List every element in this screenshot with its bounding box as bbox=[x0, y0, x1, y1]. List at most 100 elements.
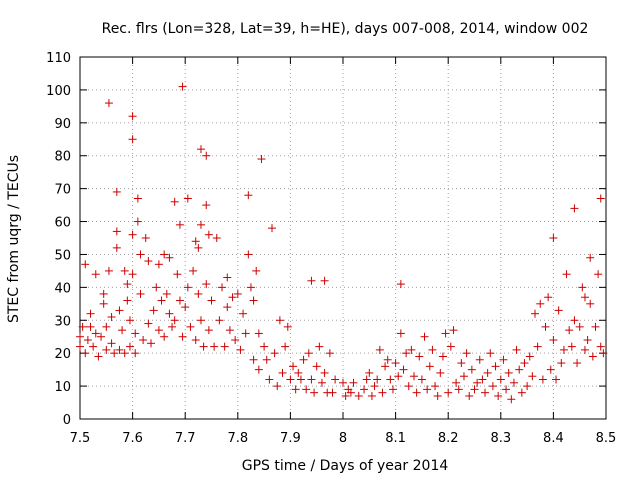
data-point bbox=[567, 342, 576, 351]
data-point bbox=[475, 355, 484, 364]
data-point bbox=[233, 289, 242, 298]
data-point bbox=[491, 362, 500, 371]
data-point bbox=[515, 365, 524, 374]
data-point bbox=[573, 359, 582, 368]
data-point bbox=[210, 342, 219, 351]
data-point bbox=[94, 352, 103, 361]
data-point bbox=[236, 345, 245, 354]
data-point bbox=[525, 352, 534, 361]
y-tick-label: 40 bbox=[54, 281, 71, 296]
data-point bbox=[136, 250, 145, 259]
data-point bbox=[294, 368, 303, 377]
data-point bbox=[257, 155, 266, 164]
data-point bbox=[91, 270, 100, 279]
data-point bbox=[223, 303, 232, 312]
data-point bbox=[373, 375, 382, 384]
data-point bbox=[228, 293, 237, 302]
data-point bbox=[202, 151, 211, 160]
data-point bbox=[204, 230, 213, 239]
data-point bbox=[110, 349, 119, 358]
x-tick-label: 7.8 bbox=[227, 431, 248, 446]
data-point bbox=[133, 217, 142, 226]
data-point bbox=[231, 336, 240, 345]
data-point bbox=[225, 326, 234, 335]
data-point bbox=[457, 359, 466, 368]
data-point bbox=[136, 289, 145, 298]
data-point bbox=[580, 345, 589, 354]
data-point bbox=[123, 280, 132, 289]
x-tick-label: 8 bbox=[339, 431, 347, 446]
y-tick-label: 100 bbox=[46, 84, 71, 99]
data-point bbox=[128, 112, 137, 121]
data-point bbox=[278, 368, 287, 377]
data-point bbox=[417, 375, 426, 384]
data-point bbox=[112, 187, 121, 196]
data-point bbox=[189, 266, 198, 275]
x-tick-label: 7.5 bbox=[70, 431, 91, 446]
data-point bbox=[99, 299, 108, 308]
y-tick-label: 20 bbox=[54, 347, 71, 362]
data-point bbox=[81, 260, 90, 269]
data-point bbox=[207, 296, 216, 305]
data-point bbox=[123, 296, 132, 305]
data-point bbox=[252, 266, 261, 275]
points-layer bbox=[76, 82, 608, 404]
x-axis-title: GPS time / Days of year 2014 bbox=[242, 458, 449, 474]
data-point bbox=[81, 349, 90, 358]
data-point bbox=[520, 359, 529, 368]
data-point bbox=[249, 355, 258, 364]
data-point bbox=[196, 316, 205, 325]
data-point bbox=[283, 322, 292, 331]
x-tick-label: 7.6 bbox=[122, 431, 143, 446]
data-point bbox=[486, 349, 495, 358]
data-point bbox=[423, 385, 432, 394]
data-point bbox=[310, 388, 319, 397]
data-point bbox=[541, 322, 550, 331]
data-point bbox=[559, 345, 568, 354]
data-point bbox=[538, 375, 547, 384]
data-point bbox=[339, 378, 347, 387]
data-point bbox=[131, 329, 140, 338]
data-point bbox=[586, 299, 595, 308]
data-point bbox=[152, 283, 161, 292]
data-point bbox=[499, 355, 508, 364]
data-point bbox=[341, 391, 350, 400]
data-point bbox=[281, 342, 290, 351]
data-point bbox=[512, 345, 521, 354]
data-point bbox=[299, 355, 308, 364]
data-point bbox=[170, 316, 179, 325]
data-point bbox=[394, 372, 403, 381]
data-point bbox=[304, 349, 313, 358]
data-point bbox=[296, 375, 305, 384]
data-point bbox=[275, 316, 284, 325]
data-point bbox=[570, 316, 579, 325]
data-point bbox=[162, 289, 171, 298]
data-point bbox=[481, 388, 490, 397]
x-tick-label: 7.9 bbox=[280, 431, 301, 446]
data-point bbox=[436, 368, 445, 377]
data-point bbox=[178, 82, 187, 91]
data-point bbox=[354, 391, 363, 400]
data-point bbox=[202, 280, 211, 289]
data-point bbox=[196, 220, 205, 229]
data-point bbox=[178, 332, 187, 341]
data-point bbox=[246, 283, 255, 292]
data-point bbox=[254, 365, 263, 374]
data-point bbox=[289, 362, 298, 371]
data-point bbox=[583, 336, 592, 345]
grid-layer bbox=[80, 57, 606, 419]
data-point bbox=[320, 368, 329, 377]
data-point bbox=[183, 194, 192, 203]
data-point bbox=[149, 306, 158, 315]
data-point bbox=[215, 316, 224, 325]
data-point bbox=[244, 250, 253, 259]
data-point bbox=[86, 309, 95, 318]
data-point bbox=[317, 378, 326, 387]
data-point bbox=[128, 230, 137, 239]
y-tick-label: 110 bbox=[46, 51, 71, 66]
data-point bbox=[467, 365, 476, 374]
data-point bbox=[223, 273, 232, 282]
data-point bbox=[454, 385, 463, 394]
data-point bbox=[420, 332, 429, 341]
